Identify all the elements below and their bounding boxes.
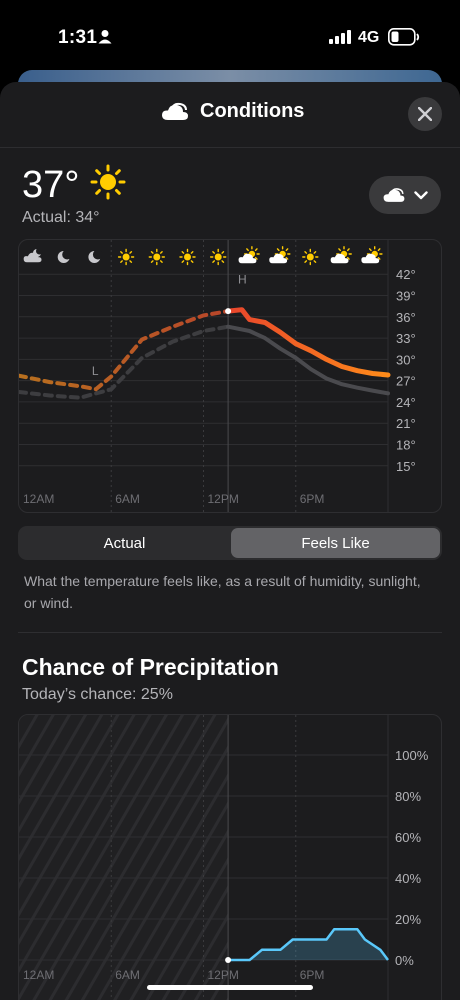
sheet-header: Conditions [0,82,460,148]
y-tick-label: 24° [396,395,416,410]
y-tick-label: 36° [396,310,416,325]
x-tick-label: 6PM [300,492,325,506]
precipitation-line [228,928,389,962]
precipitation-chart: 100% 80% 60% 40% 20% 0% 12AM 6AM 12PM 6PM [18,714,442,1000]
conditions-sheet: Conditions 37° Actual: 34° 42° 39° 36° 33° 3… [0,82,460,1000]
network-label: 4G [358,29,380,46]
close-button[interactable] [408,97,442,131]
y-tick-label: 39° [396,288,416,303]
y-tick-label: 15° [396,459,416,474]
y-tick-label: 100% [395,748,429,763]
sun-icon [179,248,196,266]
actual-temperature-label: Actual: 34° [22,209,100,226]
y-tick-label: 21° [396,416,416,431]
signal-icon [329,30,351,44]
now-point [225,308,232,315]
actual-toggle-button[interactable]: Actual [103,534,146,552]
x-tick-label: 12PM [208,968,239,982]
moon-icon [88,249,103,263]
y-tick-label: 40% [395,871,421,886]
y-tick-label: 20% [395,912,421,927]
chevron-down-icon [414,190,428,199]
cloud-sun-icon [238,246,260,264]
y-tick-label: 18° [396,438,416,453]
y-tick-label: 27° [396,374,416,389]
cloud-sun-icon [269,246,291,264]
x-tick-label: 12AM [23,492,54,506]
y-tick-label: 80% [395,789,421,804]
marker-h: H [238,273,247,287]
sun-icon [117,248,135,266]
sun-icon [209,248,227,266]
condition-dropdown[interactable] [369,176,441,214]
section-divider [18,632,442,633]
past-hours-hatch [19,715,229,1000]
cloud-sun-icon [361,246,383,264]
x-tick-label: 6AM [115,492,140,506]
feels-like-toggle-button[interactable]: Feels Like [231,528,440,558]
sun-icon [302,248,319,266]
y-tick-label: 42° [396,267,416,282]
actual-series-past [19,324,231,400]
status-bar: 1:31 4G [0,0,460,70]
person-icon [98,30,112,44]
precipitation-chart-svg: 100% 80% 60% 40% 20% 0% 12AM 6AM 12PM 6PM [19,715,429,1000]
now-point [225,957,232,963]
header-title: Conditions [200,100,305,122]
header-title-group: Conditions [160,100,304,123]
marker-l: L [92,364,99,378]
cloud-sun-icon [330,246,352,264]
x-tick-label: 6AM [115,968,140,982]
y-tick-label: 0% [395,953,414,968]
x-tick-label: 12AM [23,968,54,982]
precipitation-area [228,929,388,960]
x-tick-label: 6PM [300,968,325,982]
precipitation-title: Chance of Precipitation [22,654,279,680]
feels-like-description: What the temperature feels like, as a re… [24,573,421,611]
sun-icon [90,164,126,200]
y-tick-label: 33° [396,331,416,346]
cloud-moon-icon [23,247,43,263]
actual-series-future [226,324,390,396]
precipitation-subtitle: Today’s chance: 25% [22,686,173,703]
x-tick-label: 12PM [208,492,239,506]
current-temperature: 37° [22,164,80,206]
battery-icon [388,28,420,46]
cloud-icon [383,187,405,202]
feels-like-series-future [225,307,391,378]
home-indicator[interactable] [147,985,313,990]
sun-icon [148,248,166,266]
y-tick-label: 30° [396,352,416,367]
status-time: 1:31 [58,27,98,48]
temperature-chart: 42° 39° 36° 33° 30° 27° 24° 21° 18° 15° 12AM 6AM 12P… [18,239,442,513]
moon-icon [57,249,73,263]
feels-like-series-past [19,309,231,392]
cloud-icon [162,102,188,120]
temperature-chart-svg: 42° 39° 36° 33° 30° 27° 24° 21° 18° 15° 12AM 6AM 12P… [19,240,416,512]
close-icon [418,107,432,121]
y-tick-label: 60% [395,830,421,845]
temperature-toggle: Actual Feels Like [18,526,442,560]
